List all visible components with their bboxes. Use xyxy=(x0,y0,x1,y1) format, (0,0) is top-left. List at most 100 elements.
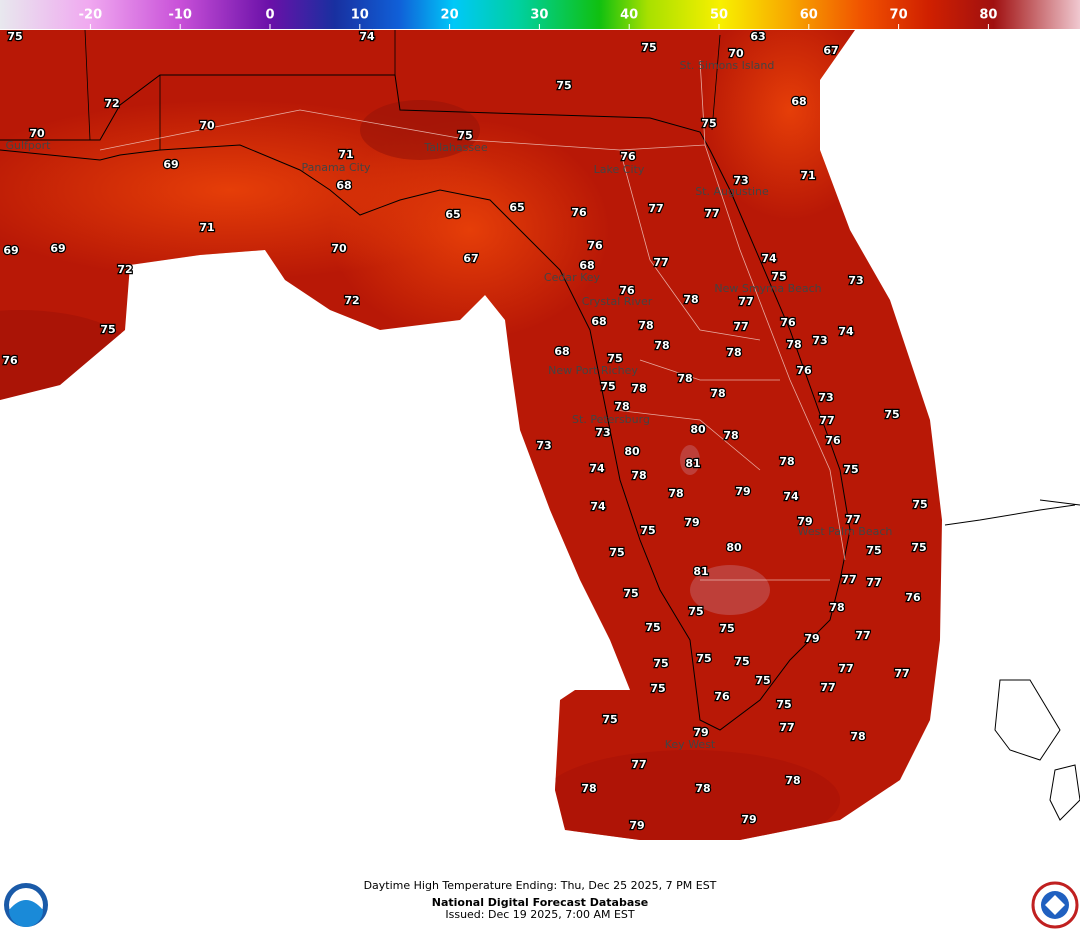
temperature-label: 75 xyxy=(640,524,655,537)
temperature-label: 75 xyxy=(734,655,749,668)
temperature-label: 77 xyxy=(704,207,719,220)
temperature-label: 78 xyxy=(614,400,629,413)
temperature-label: 78 xyxy=(850,730,865,743)
temperature-label: 78 xyxy=(726,346,741,359)
temperature-label: 75 xyxy=(701,117,716,130)
temperature-label: 69 xyxy=(50,242,65,255)
temperature-label: 73 xyxy=(818,391,833,404)
temperature-label: 77 xyxy=(841,573,856,586)
temperature-label: 75 xyxy=(884,408,899,421)
temperature-label: 71 xyxy=(338,148,353,161)
temperature-label: 75 xyxy=(866,544,881,557)
temperature-label: 70 xyxy=(728,47,744,60)
temperature-label: 75 xyxy=(843,463,858,476)
colorbar-tick-label: 40 xyxy=(620,8,638,23)
islands-outline xyxy=(944,499,1080,821)
city-label: Key West xyxy=(665,738,716,751)
temperature-label: 75 xyxy=(755,674,770,687)
footer-issued: Issued: Dec 19 2025, 7:00 AM EST xyxy=(445,908,635,921)
temperature-label: 75 xyxy=(771,270,786,283)
colorbar-tick-label: -10 xyxy=(168,8,192,23)
temperature-label: 65 xyxy=(509,201,524,214)
temperature-label: 78 xyxy=(668,487,683,500)
temperature-label: 78 xyxy=(638,319,653,332)
roads xyxy=(99,59,846,581)
temperature-label: 79 xyxy=(735,485,750,498)
temperature-label: 74 xyxy=(761,252,777,265)
temperature-label: 79 xyxy=(693,726,708,739)
temperature-label: 68 xyxy=(554,345,569,358)
city-labels: Gulfport St. Simons Island Tallahassee Pana… xyxy=(6,59,893,751)
temperature-label: 78 xyxy=(677,372,692,385)
temperature-label: 75 xyxy=(556,79,571,92)
temperature-label: 78 xyxy=(710,387,725,400)
temperature-label: 78 xyxy=(654,339,669,352)
temperature-label: 70 xyxy=(29,127,45,140)
temperature-label: 72 xyxy=(104,97,119,110)
temperature-label: 76 xyxy=(619,284,635,297)
temperature-label: 81 xyxy=(693,565,708,578)
temperature-label: 75 xyxy=(600,380,615,393)
temperature-label: 76 xyxy=(780,316,796,329)
temperature-label: 79 xyxy=(629,819,644,832)
temperature-label: 75 xyxy=(609,546,624,559)
temperature-label: 75 xyxy=(688,605,703,618)
colorbar-tick-label: 20 xyxy=(441,8,459,23)
temperature-label: 76 xyxy=(2,354,18,367)
temperature-label: 78 xyxy=(786,338,801,351)
temperature-label: 73 xyxy=(733,174,748,187)
temperature-label: 63 xyxy=(750,30,765,43)
temperature-label: 78 xyxy=(683,293,698,306)
temperature-label: 75 xyxy=(911,541,926,554)
temperature-label: 78 xyxy=(631,382,646,395)
coastline xyxy=(0,74,851,731)
temperature-label: 78 xyxy=(631,469,646,482)
temperature-label: 74 xyxy=(359,30,375,43)
temperature-label: 71 xyxy=(199,221,214,234)
temperature-label: 72 xyxy=(344,294,359,307)
temperature-label: 79 xyxy=(684,516,699,529)
temperature-label: 73 xyxy=(595,426,610,439)
temperature-label: 70 xyxy=(199,119,215,132)
city-label: Lake City xyxy=(594,163,645,176)
temperature-label: 75 xyxy=(650,682,665,695)
temperature-label: 74 xyxy=(783,490,799,503)
colorbar-tick-label: 0 xyxy=(265,8,274,23)
temperature-label: 76 xyxy=(714,690,730,703)
footer-source: National Digital Forecast Database xyxy=(432,896,649,909)
footer-product: Daytime High Temperature Ending: Thu, De… xyxy=(364,879,717,892)
temperature-label: 78 xyxy=(829,601,844,614)
temperature-label: 74 xyxy=(838,325,854,338)
temperature-label: 73 xyxy=(848,274,863,287)
city-label: Panama City xyxy=(301,161,371,174)
state-borders xyxy=(84,29,721,150)
city-label: St. Petersburg xyxy=(572,413,650,426)
temperature-label: 76 xyxy=(587,239,603,252)
colorbar-tick-label: 50 xyxy=(710,8,728,23)
temperature-label: 65 xyxy=(445,208,460,221)
temperature-label: 78 xyxy=(695,782,710,795)
temperature-label: 77 xyxy=(819,414,834,427)
temperature-label: 77 xyxy=(855,629,870,642)
temperature-label: 76 xyxy=(905,591,921,604)
city-label: New Smyrna Beach xyxy=(714,282,821,295)
city-label: St. Simons Island xyxy=(680,59,775,72)
temperature-label: 76 xyxy=(571,206,587,219)
city-label: West Palm Beach xyxy=(798,525,893,538)
temperature-label: 67 xyxy=(463,252,478,265)
temperature-label: 75 xyxy=(696,652,711,665)
temperature-label: 68 xyxy=(579,259,594,272)
temperature-label: 78 xyxy=(723,429,738,442)
colorbar-tick-label: 70 xyxy=(890,8,908,23)
temperature-label: 78 xyxy=(581,782,596,795)
temperature-label: 75 xyxy=(457,129,472,142)
temperature-label: 75 xyxy=(7,30,22,43)
city-label: Gulfport xyxy=(6,139,52,152)
temperature-label: 75 xyxy=(602,713,617,726)
temperature-label: 77 xyxy=(894,667,909,680)
temperature-label: 75 xyxy=(912,498,927,511)
temperature-label: 73 xyxy=(536,439,551,452)
temperature-label: 68 xyxy=(591,315,606,328)
temperature-label: 75 xyxy=(719,622,734,635)
